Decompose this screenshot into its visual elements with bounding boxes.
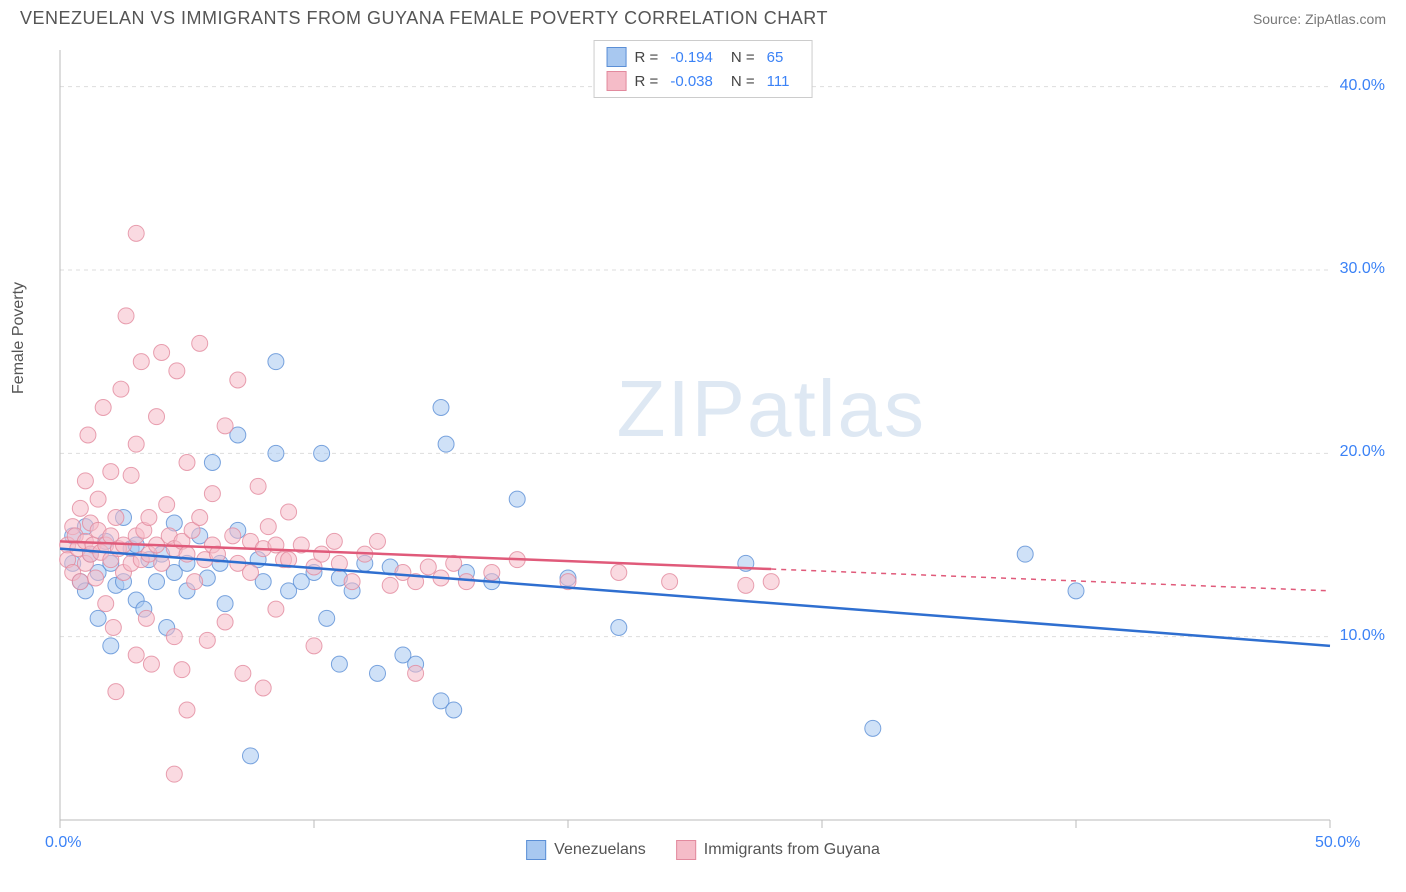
legend-item: Immigrants from Guyana: [676, 840, 880, 860]
y-tick-label: 10.0%: [1340, 627, 1385, 645]
x-tick-label: 0.0%: [45, 834, 81, 852]
legend-swatch: [607, 71, 627, 91]
scatter-chart: [20, 40, 1386, 860]
chart-container: Female Poverty ZIPatlas R =-0.194N =65R …: [20, 40, 1386, 860]
x-tick-label: 50.0%: [1315, 834, 1360, 852]
legend-swatch: [676, 840, 696, 860]
y-axis-label: Female Poverty: [10, 282, 28, 394]
legend-label: Immigrants from Guyana: [704, 841, 880, 859]
y-tick-label: 30.0%: [1340, 260, 1385, 278]
correlation-stats-box: R =-0.194N =65R =-0.038N =111: [594, 40, 813, 98]
chart-source: Source: ZipAtlas.com: [1253, 11, 1386, 27]
y-tick-label: 40.0%: [1340, 77, 1385, 95]
stats-row: R =-0.038N =111: [607, 69, 800, 93]
legend: Venezuelans Immigrants from Guyana: [526, 840, 880, 860]
legend-item: Venezuelans: [526, 840, 646, 860]
legend-swatch: [526, 840, 546, 860]
y-tick-label: 20.0%: [1340, 443, 1385, 461]
legend-label: Venezuelans: [554, 841, 646, 859]
chart-title: VENEZUELAN VS IMMIGRANTS FROM GUYANA FEM…: [20, 8, 828, 29]
legend-swatch: [607, 47, 627, 67]
stats-row: R =-0.194N =65: [607, 45, 800, 69]
